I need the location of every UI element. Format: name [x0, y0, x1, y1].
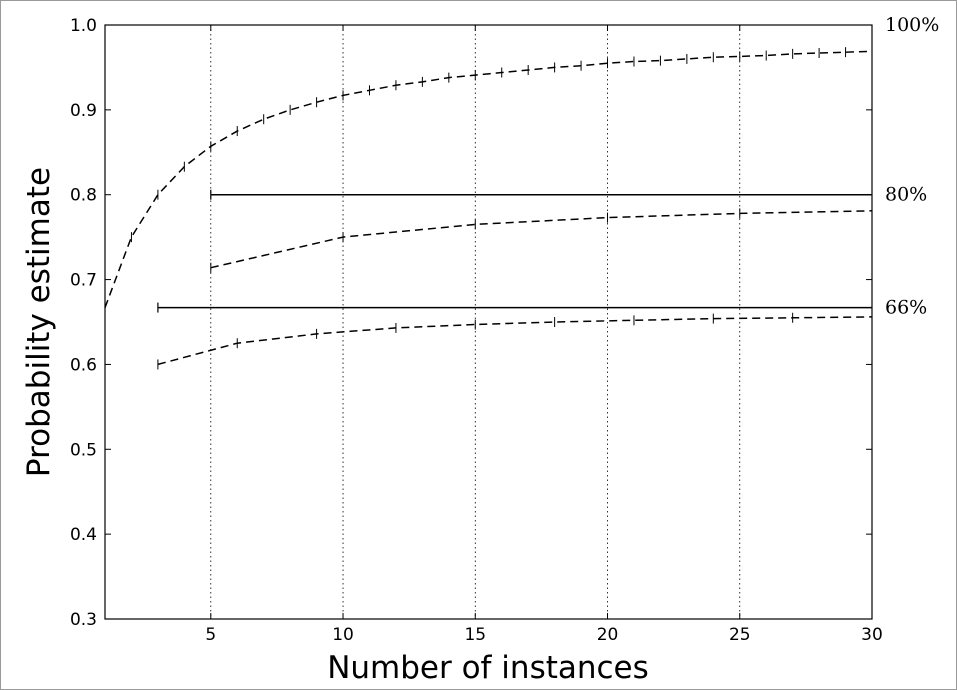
series-line-1 — [104, 50, 873, 308]
reference-label: 66% — [885, 297, 927, 319]
series-layer — [104, 46, 873, 370]
y-tick-label: 0.5 — [70, 440, 97, 460]
reference-label: 100% — [885, 14, 939, 36]
tick-layer: 5 10 15 20 25 30 0.3 0.4 0.5 0.6 0.7 0.8 0.9 1.0 — [70, 16, 883, 645]
series-line-2 — [210, 210, 873, 269]
plot-area-border — [104, 24, 873, 620]
reference-label: 80% — [885, 184, 927, 206]
y-axis-label: Probability estimate — [21, 167, 57, 477]
series-line-3 — [157, 316, 873, 366]
x-tick-label: 15 — [464, 625, 486, 645]
x-axis-label: Number of instances — [327, 650, 649, 686]
reference-lines: 100% 80% 66% — [157, 14, 939, 319]
y-tick-label: 0.6 — [70, 355, 97, 375]
y-tick-label: 0.9 — [70, 101, 97, 121]
y-tick-label: 0.7 — [70, 271, 97, 291]
y-tick-label: 1.0 — [70, 16, 97, 36]
grid-layer — [210, 25, 873, 619]
x-tick-label: 25 — [729, 625, 751, 645]
x-tick-label: 20 — [597, 625, 619, 645]
y-tick-label: 0.8 — [70, 186, 97, 206]
x-tick-label: 5 — [205, 625, 216, 645]
x-tick-label: 30 — [861, 625, 883, 645]
y-tick-label: 0.3 — [70, 610, 97, 630]
y-tick-label: 0.4 — [70, 525, 97, 545]
x-tick-label: 10 — [332, 625, 354, 645]
